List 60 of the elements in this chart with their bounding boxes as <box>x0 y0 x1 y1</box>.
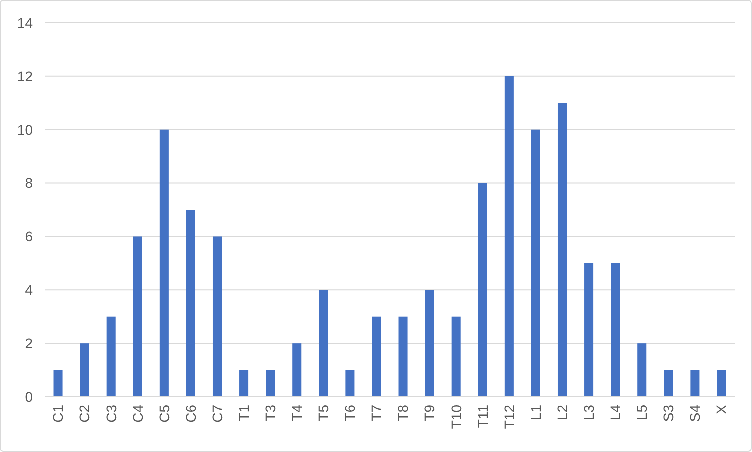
bar <box>80 344 90 397</box>
x-tick-label: T7 <box>368 404 385 422</box>
x-tick-label: C7 <box>209 404 226 423</box>
bar <box>54 370 63 397</box>
x-tick-label: C5 <box>156 404 172 423</box>
bar <box>133 236 142 397</box>
x-tick-label: L4 <box>607 404 624 421</box>
x-tick-label: T3 <box>262 404 278 422</box>
y-tick-label: 0 <box>25 388 34 405</box>
x-tick-label: S3 <box>660 404 677 422</box>
y-tick-label: 4 <box>25 282 34 298</box>
bar <box>664 370 674 397</box>
bar <box>717 370 726 397</box>
bar <box>186 210 196 397</box>
x-tick-label: T10 <box>448 404 464 430</box>
x-tick-label: L3 <box>580 404 597 421</box>
x-tick-label: X <box>714 404 730 414</box>
x-tick-label: L5 <box>634 404 650 421</box>
x-tick-label: T5 <box>316 404 332 422</box>
bar <box>638 344 647 397</box>
bar <box>240 370 249 397</box>
y-tick-label: 2 <box>25 335 34 352</box>
bar <box>584 263 594 397</box>
y-tick-label: 6 <box>25 228 34 245</box>
x-tick-label: L1 <box>528 404 544 421</box>
bar <box>319 290 328 397</box>
x-tick-label: S4 <box>687 404 704 422</box>
bar <box>266 370 276 397</box>
y-tick-label: 14 <box>17 14 34 31</box>
y-tick-label: 10 <box>17 122 34 138</box>
x-tick-label: T11 <box>474 404 491 428</box>
bar <box>106 316 116 397</box>
y-tick-label: 12 <box>17 68 34 84</box>
bar <box>425 290 434 397</box>
bar <box>478 183 488 397</box>
x-tick-label: T6 <box>342 404 358 422</box>
x-tick-label: T4 <box>289 404 306 422</box>
x-tick-label: T1 <box>236 404 252 422</box>
x-tick-label: T8 <box>395 404 412 422</box>
bar <box>611 263 620 397</box>
bar <box>160 130 169 397</box>
bar <box>452 316 461 397</box>
x-tick-label: C1 <box>50 404 66 423</box>
x-tick-label: C6 <box>182 404 199 423</box>
bar <box>398 316 408 397</box>
bar <box>531 130 540 397</box>
x-tick-label: C2 <box>76 404 93 423</box>
x-tick-label: T12 <box>501 404 518 430</box>
y-tick-label: 8 <box>25 175 34 192</box>
bar <box>690 370 700 397</box>
x-tick-label: L2 <box>554 404 570 421</box>
bar <box>558 103 568 397</box>
bar <box>372 316 382 397</box>
bar <box>504 76 514 397</box>
bar <box>212 236 222 397</box>
bar <box>346 370 355 397</box>
bar <box>292 344 302 397</box>
x-tick-label: T9 <box>422 404 438 422</box>
x-tick-label: C4 <box>130 404 146 423</box>
x-tick-label: C3 <box>103 404 120 423</box>
